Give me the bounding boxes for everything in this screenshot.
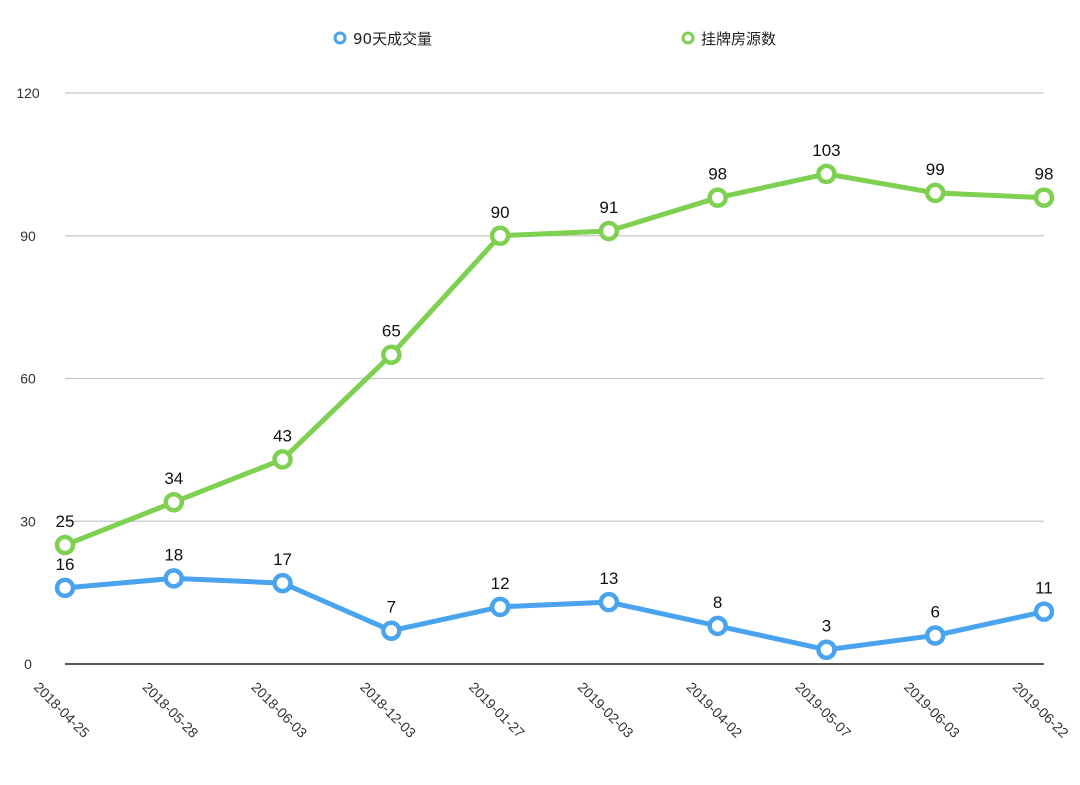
series: 16 18 17 7 12 13 8 3 6 11 — [54, 545, 1055, 660]
legend-label: 挂牌房源数 — [701, 30, 776, 48]
data-point — [1033, 601, 1055, 622]
series-line — [62, 575, 1047, 653]
y-tick-label: 90 — [20, 228, 36, 244]
y-tick-label: 120 — [16, 85, 40, 101]
x-tick-label: 2019-01-27 — [466, 679, 528, 741]
series: 25 34 43 65 90 91 98 103 99 98 — [54, 141, 1055, 556]
data-point — [598, 220, 620, 242]
data-label: 98 — [1035, 165, 1054, 184]
data-label: 6 — [930, 602, 939, 621]
x-tick-label: 2018-05-28 — [140, 679, 202, 741]
legend: 90天成交量 挂牌房源数 — [333, 30, 776, 48]
data-point — [707, 615, 728, 637]
legend-marker — [333, 31, 347, 45]
gridlines — [65, 92, 1044, 665]
data-point — [1033, 187, 1055, 208]
data-label: 18 — [164, 545, 183, 564]
x-axis: 2018-04-25 2018-05-28 2018-06-03 2018-12-03… — [31, 679, 1072, 741]
x-tick-label: 2019-04-02 — [684, 679, 746, 741]
data-label: 11 — [1035, 579, 1053, 598]
y-tick-label: 0 — [24, 656, 32, 672]
y-tick-label: 30 — [20, 513, 36, 529]
data-label: 3 — [822, 617, 831, 636]
legend-marker — [681, 31, 695, 45]
data-point — [924, 625, 946, 646]
series-layer: 16 18 17 7 12 13 8 3 6 11 25 34 43 65 90 91 98 103 99 98 — [54, 141, 1055, 660]
y-axis: 0 30 60 90 120 — [16, 85, 40, 672]
data-point — [924, 182, 946, 204]
y-tick-label: 60 — [20, 371, 36, 387]
data-point — [54, 534, 76, 556]
data-label: 8 — [713, 593, 722, 612]
legend-item: 挂牌房源数 — [681, 30, 776, 48]
legend-item: 90天成交量 — [333, 30, 432, 48]
legend-label: 90天成交量 — [353, 30, 432, 48]
x-tick-label: 2019-05-07 — [792, 679, 854, 741]
data-label: 98 — [708, 165, 727, 184]
x-tick-label: 2018-06-03 — [248, 679, 310, 741]
data-point — [489, 596, 511, 618]
data-label: 17 — [273, 550, 292, 569]
data-label: 16 — [56, 555, 75, 574]
data-point — [707, 187, 728, 208]
data-label: 34 — [164, 469, 183, 488]
data-point — [381, 620, 402, 641]
x-tick-label: 2018-04-25 — [31, 679, 93, 741]
data-point — [54, 577, 76, 599]
data-label: 13 — [599, 569, 618, 588]
data-label: 65 — [382, 322, 401, 341]
data-label: 90 — [491, 203, 510, 222]
data-point — [816, 163, 837, 185]
data-point — [272, 572, 293, 594]
x-tick-label: 2019-06-03 — [901, 679, 963, 741]
data-label: 43 — [273, 426, 292, 445]
x-tick-label: 2018-12-03 — [357, 679, 419, 741]
data-label: 103 — [812, 141, 840, 160]
data-label: 25 — [56, 512, 75, 531]
data-label: 91 — [599, 198, 618, 217]
data-label: 99 — [926, 160, 945, 179]
x-tick-label: 2019-02-03 — [575, 679, 637, 741]
data-point — [598, 591, 620, 613]
data-point — [816, 639, 837, 660]
x-tick-label: 2019-06-22 — [1010, 679, 1072, 741]
data-point — [272, 449, 293, 470]
data-point — [489, 225, 511, 246]
series-line — [62, 171, 1047, 548]
data-point — [381, 344, 402, 365]
data-label: 7 — [387, 598, 396, 617]
data-label: 12 — [491, 574, 510, 593]
data-point — [163, 491, 185, 513]
data-point — [163, 568, 185, 589]
